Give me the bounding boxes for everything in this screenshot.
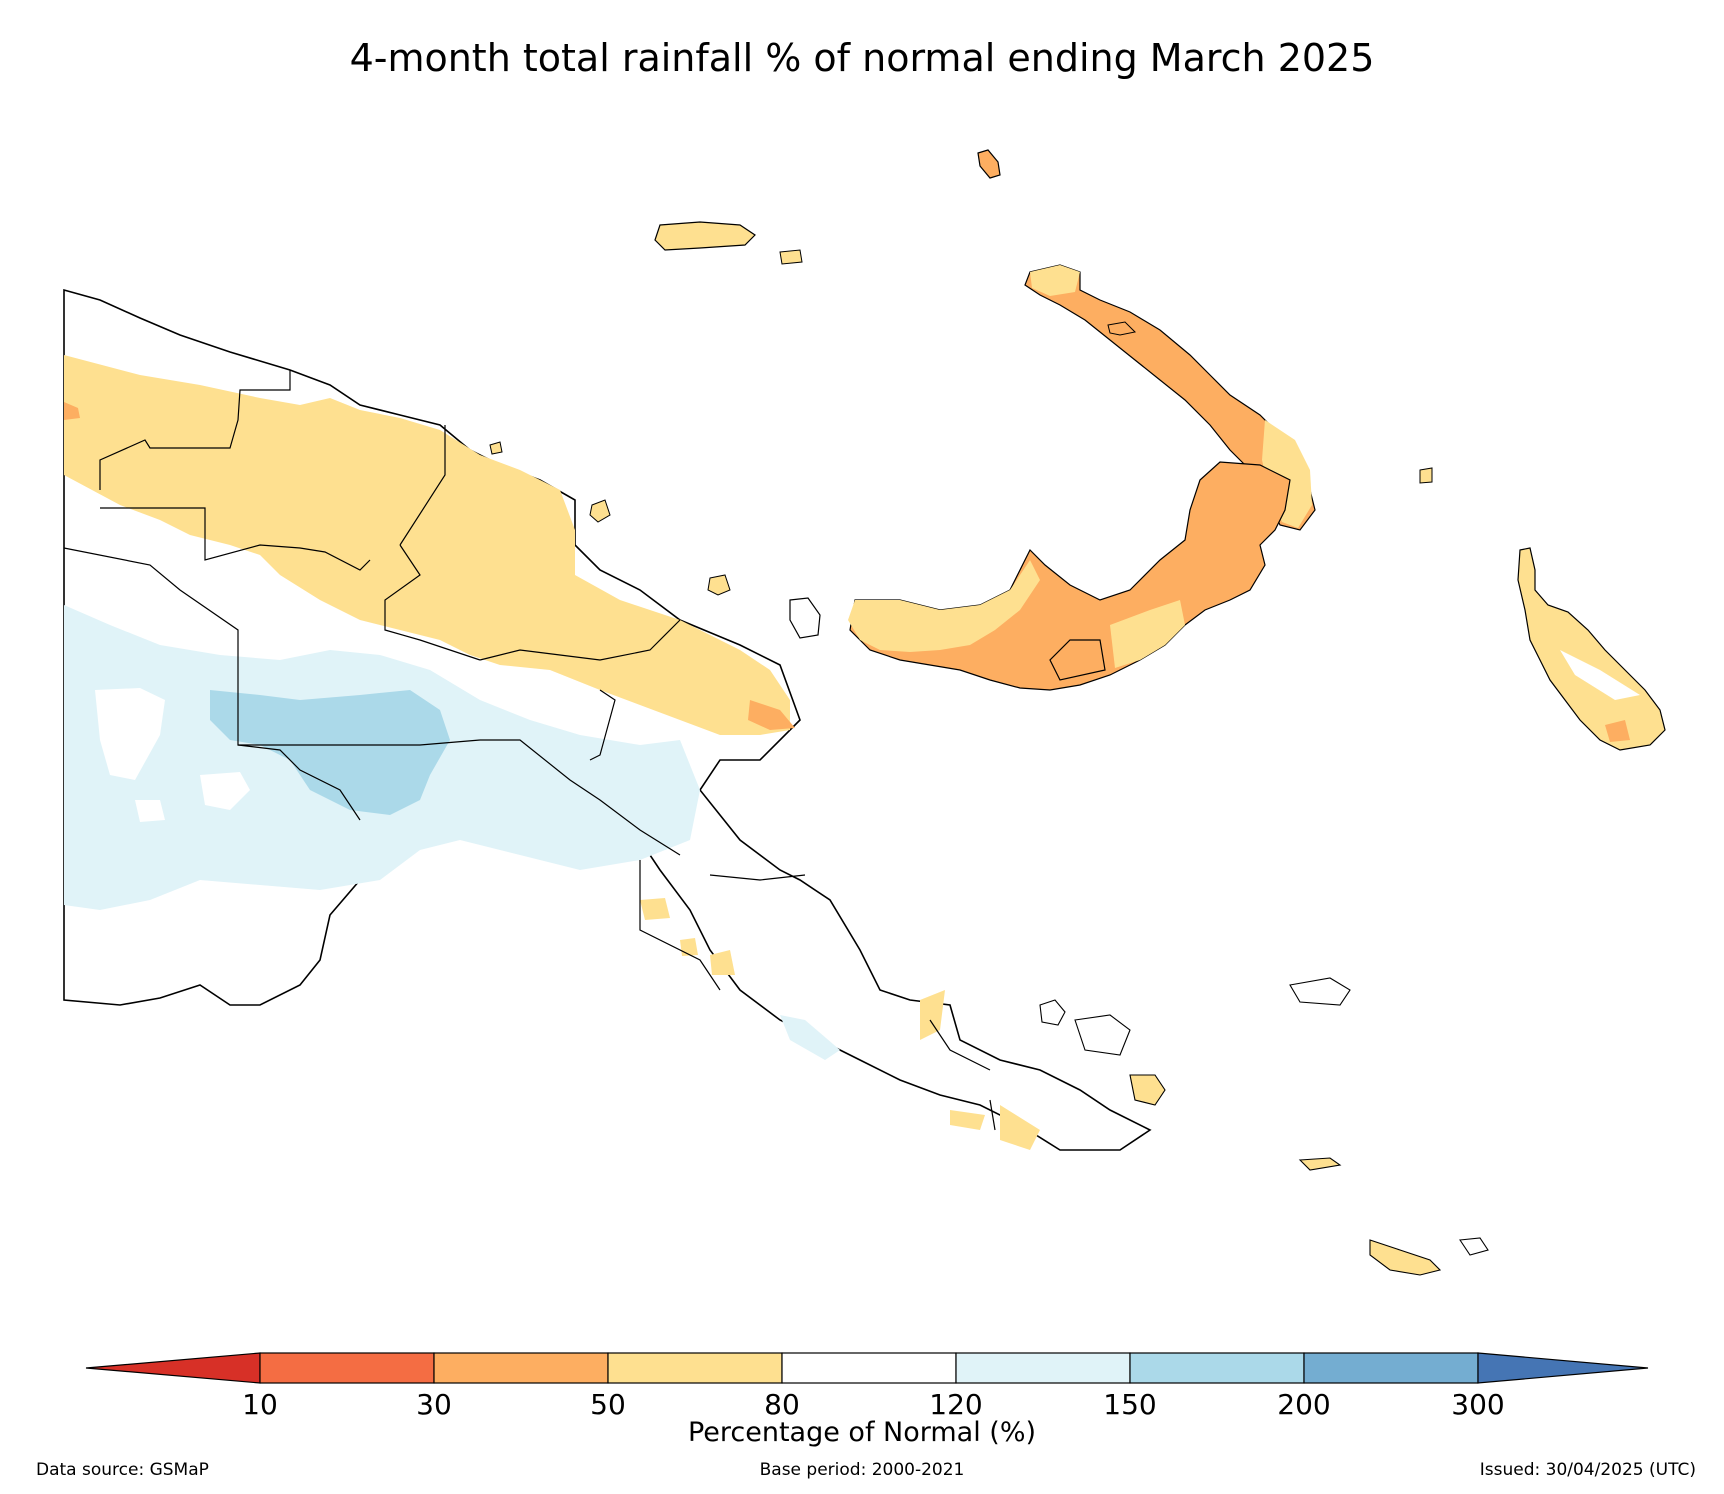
zone-30-50-west-spot (64, 402, 80, 420)
footer-base-period: Base period: 2000-2021 (759, 1460, 965, 1480)
colorbar-bin-0 (85, 1352, 261, 1384)
zone-120-150-se (780, 1015, 840, 1060)
long-island (707, 574, 731, 596)
fergusson-island (1074, 1014, 1131, 1056)
bougainville (1517, 547, 1666, 751)
colorbar-bin-8 (1477, 1352, 1649, 1384)
colorbar-tick-10: 10 (242, 1388, 278, 1421)
zone-80-120-hole-3 (135, 800, 165, 822)
colorbar-tick-30: 30 (416, 1388, 452, 1421)
buka-island (1419, 467, 1433, 484)
colorbar-bin-1 (259, 1352, 435, 1384)
zone-80-120-hole-1 (95, 688, 165, 780)
zone-50-80-se-4 (920, 990, 945, 1040)
karkar-island (589, 499, 611, 523)
zone-50-80-se-5 (950, 1110, 985, 1130)
colorbar-label: Percentage of Normal (%) (687, 1417, 1037, 1448)
footer-data-source: Data source: GSMaP (36, 1460, 209, 1480)
colorbar-tick-120: 120 (929, 1388, 983, 1421)
colorbar-tick-150: 150 (1103, 1388, 1157, 1421)
woodlark-island (1289, 977, 1351, 1006)
zone-50-80-north (64, 355, 790, 735)
rossel-island (1459, 1237, 1489, 1256)
colorbar-tick-300: 300 (1451, 1388, 1505, 1421)
colorbar-bin-7 (1303, 1352, 1479, 1384)
colorbar-bin-6 (1129, 1352, 1305, 1384)
province-boundaries (63, 370, 996, 1131)
colorbar-bin-2 (433, 1352, 609, 1384)
new-britain (848, 461, 1291, 691)
colorbar-tick-80: 80 (764, 1388, 800, 1421)
small-island-north-1 (489, 441, 503, 455)
misima-island (1298, 1157, 1342, 1171)
tagula-island (1369, 1239, 1442, 1276)
zone-50-80-se-6 (1000, 1105, 1040, 1150)
footer-issued-date: Issued: 30/04/2025 (UTC) (1479, 1460, 1696, 1480)
colorbar-tick-200: 200 (1277, 1388, 1331, 1421)
colorbar-bin-3 (607, 1352, 783, 1384)
goodenough-island (1039, 999, 1066, 1026)
zone-80-120-hole-2 (200, 772, 250, 810)
colorbar-bin-5 (955, 1352, 1131, 1384)
manus-island (654, 221, 803, 265)
zone-150-200-south (210, 690, 450, 815)
normanby-island (1129, 1074, 1166, 1106)
page-title: 4-month total rainfall % of normal endin… (349, 36, 1375, 80)
colorbar-bin-4 (781, 1352, 957, 1384)
new-hanover-island (1107, 321, 1137, 336)
zone-30-50-north-tip (748, 700, 795, 730)
colorbar-tick-50: 50 (590, 1388, 626, 1421)
zone-50-80-se-2 (680, 938, 698, 956)
zone-50-80-se-3 (710, 950, 735, 975)
umboi-island (789, 597, 821, 639)
mussau-island (977, 149, 1001, 179)
zone-50-80-se-1 (640, 898, 670, 920)
